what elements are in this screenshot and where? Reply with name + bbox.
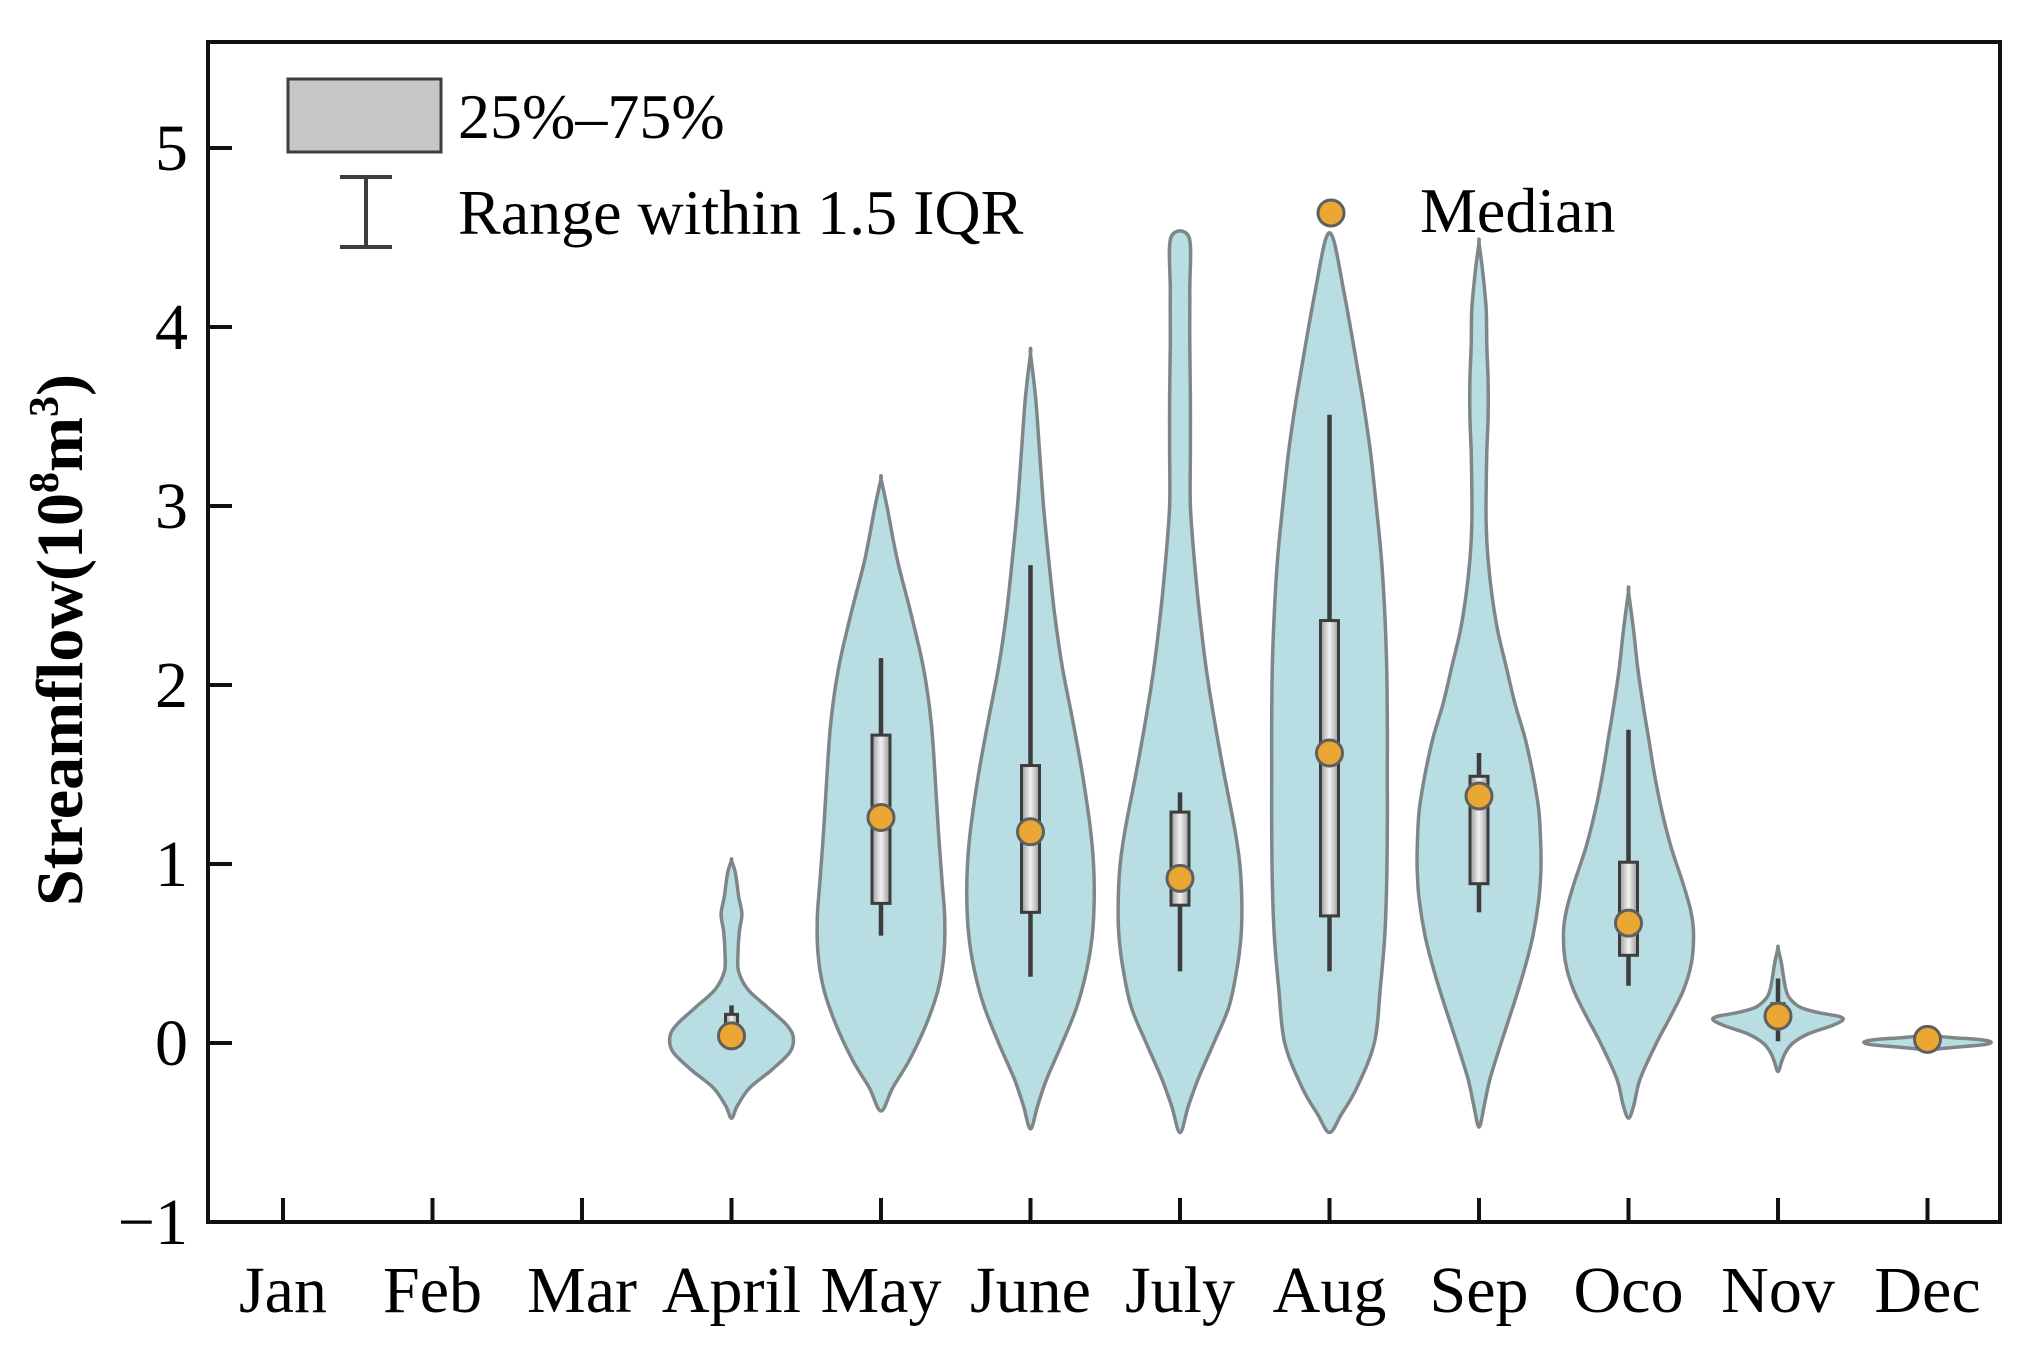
median-dot bbox=[1763, 1001, 1793, 1031]
legend-median-label: Median bbox=[1420, 175, 1616, 246]
axes-layer: 5 4 3 2 1 0 −1 Jan Feb Mar April May June July Aug Sep O… bbox=[118, 40, 2002, 1327]
x-tick-label-may: May bbox=[821, 1254, 942, 1327]
y-tick-label: 5 bbox=[155, 112, 188, 185]
legend-iqr-label: 25%–75% bbox=[458, 81, 725, 152]
iqr-box bbox=[1319, 619, 1340, 918]
legend-errorbar-symbol bbox=[340, 175, 392, 249]
median-dot bbox=[717, 1021, 746, 1051]
median-dot bbox=[1165, 863, 1195, 893]
violin-nov bbox=[1711, 944, 1845, 1074]
x-tick-label-jan: Jan bbox=[239, 1254, 327, 1327]
x-tick-label-april: April bbox=[662, 1254, 801, 1327]
legend: 25%–75% Range within 1.5 IQR Median bbox=[286, 77, 1616, 249]
violin-june bbox=[964, 346, 1097, 1131]
x-tick-label-mar: Mar bbox=[527, 1254, 637, 1327]
x-tick-label-feb: Feb bbox=[383, 1254, 482, 1327]
y-axis-title: Streamflow(108m3) bbox=[22, 374, 97, 906]
x-tick-label-oco: Oco bbox=[1574, 1254, 1684, 1327]
median-dot bbox=[866, 802, 896, 832]
y-tick-label: 2 bbox=[155, 649, 188, 722]
violin-dec bbox=[1862, 1024, 1993, 1054]
y-tick-label: −1 bbox=[118, 1186, 188, 1259]
median-dot bbox=[1464, 781, 1494, 811]
legend-median-dot bbox=[1316, 198, 1346, 228]
violin-may bbox=[815, 474, 947, 1113]
plot-frame bbox=[206, 40, 2002, 1224]
median-dot bbox=[1016, 817, 1045, 847]
legend-iqr-swatch bbox=[286, 77, 443, 154]
x-tick-label-nov: Nov bbox=[1721, 1254, 1835, 1327]
violins-layer bbox=[667, 229, 1993, 1135]
x-tick-label-aug: Aug bbox=[1273, 1254, 1387, 1327]
violin-july bbox=[1116, 229, 1244, 1135]
x-tick-label-sep: Sep bbox=[1430, 1254, 1529, 1327]
legend-range-label: Range within 1.5 IQR bbox=[458, 177, 1024, 248]
violin-aug bbox=[1269, 231, 1390, 1135]
x-tick-label-june: June bbox=[970, 1254, 1091, 1327]
violin-shape bbox=[1116, 229, 1244, 1135]
y-tick-label: 1 bbox=[155, 828, 188, 901]
violin-shape bbox=[1415, 237, 1543, 1129]
violin-oco bbox=[1561, 585, 1696, 1120]
y-tick-label: 3 bbox=[155, 470, 188, 543]
median-dot bbox=[1913, 1024, 1942, 1054]
violin-shape bbox=[667, 857, 796, 1120]
y-tick-label: 0 bbox=[155, 1007, 188, 1080]
y-tick-label: 4 bbox=[155, 291, 188, 364]
violin-sep bbox=[1415, 237, 1543, 1129]
violin-april bbox=[667, 857, 796, 1120]
x-tick-label-july: July bbox=[1125, 1254, 1235, 1327]
median-dot bbox=[1614, 908, 1643, 938]
x-tick-label-dec: Dec bbox=[1874, 1254, 1980, 1327]
median-dot bbox=[1315, 738, 1344, 768]
